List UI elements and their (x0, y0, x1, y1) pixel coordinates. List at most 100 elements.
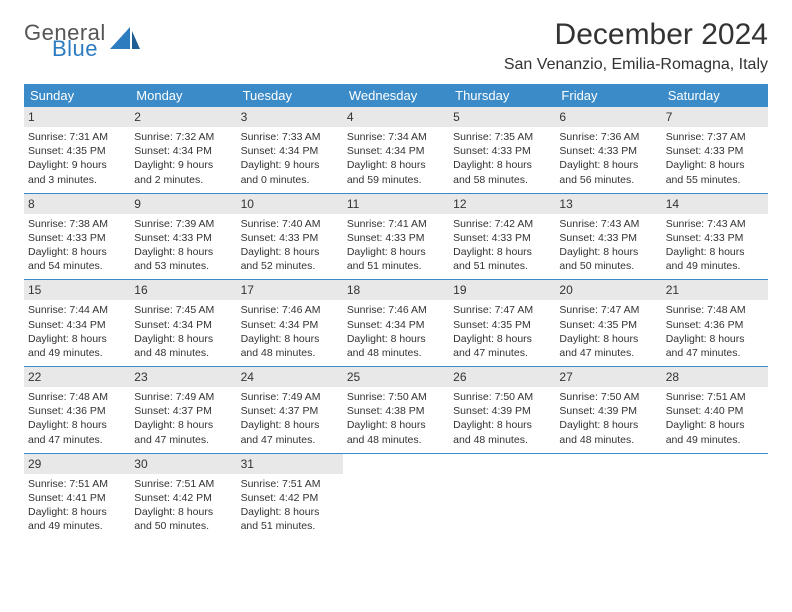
sunset-text: Sunset: 4:34 PM (28, 318, 126, 332)
sunset-text: Sunset: 4:41 PM (28, 491, 126, 505)
sunrise-text: Sunrise: 7:39 AM (134, 217, 232, 231)
sunrise-text: Sunrise: 7:50 AM (453, 390, 551, 404)
day-cell: 19Sunrise: 7:47 AMSunset: 4:35 PMDayligh… (449, 280, 555, 366)
day-cell: 8Sunrise: 7:38 AMSunset: 4:33 PMDaylight… (24, 194, 130, 280)
daylight-text: Daylight: 8 hours (28, 245, 126, 259)
daylight-text: Daylight: 8 hours (559, 245, 657, 259)
sunrise-text: Sunrise: 7:48 AM (666, 303, 764, 317)
sunrise-text: Sunrise: 7:37 AM (666, 130, 764, 144)
daylight-text: and 47 minutes. (453, 346, 551, 360)
sunset-text: Sunset: 4:33 PM (453, 144, 551, 158)
day-number: 19 (449, 280, 555, 300)
day-cell: 9Sunrise: 7:39 AMSunset: 4:33 PMDaylight… (130, 194, 236, 280)
day-number: 5 (449, 107, 555, 127)
sunrise-text: Sunrise: 7:47 AM (453, 303, 551, 317)
daylight-text: and 49 minutes. (28, 346, 126, 360)
sunrise-text: Sunrise: 7:31 AM (28, 130, 126, 144)
day-cell (449, 454, 555, 540)
sunset-text: Sunset: 4:38 PM (347, 404, 445, 418)
day-number: 25 (343, 367, 449, 387)
day-number: 8 (24, 194, 130, 214)
day-cell: 24Sunrise: 7:49 AMSunset: 4:37 PMDayligh… (237, 367, 343, 453)
day-cell: 1Sunrise: 7:31 AMSunset: 4:35 PMDaylight… (24, 107, 130, 193)
day-cell: 28Sunrise: 7:51 AMSunset: 4:40 PMDayligh… (662, 367, 768, 453)
brand-blue: Blue (52, 38, 106, 60)
daylight-text: and 55 minutes. (666, 173, 764, 187)
sunset-text: Sunset: 4:33 PM (559, 231, 657, 245)
daylight-text: Daylight: 8 hours (666, 418, 764, 432)
daylight-text: Daylight: 8 hours (559, 418, 657, 432)
daylight-text: and 48 minutes. (347, 433, 445, 447)
daylight-text: and 48 minutes. (241, 346, 339, 360)
day-cell: 23Sunrise: 7:49 AMSunset: 4:37 PMDayligh… (130, 367, 236, 453)
sunset-text: Sunset: 4:42 PM (134, 491, 232, 505)
day-cell: 25Sunrise: 7:50 AMSunset: 4:38 PMDayligh… (343, 367, 449, 453)
sunrise-text: Sunrise: 7:44 AM (28, 303, 126, 317)
sunrise-text: Sunrise: 7:46 AM (347, 303, 445, 317)
daylight-text: and 48 minutes. (559, 433, 657, 447)
weekday-header: Wednesday (343, 84, 449, 107)
weekday-header: Thursday (449, 84, 555, 107)
sunrise-text: Sunrise: 7:43 AM (559, 217, 657, 231)
day-cell: 14Sunrise: 7:43 AMSunset: 4:33 PMDayligh… (662, 194, 768, 280)
daylight-text: Daylight: 8 hours (666, 245, 764, 259)
day-number: 17 (237, 280, 343, 300)
day-number: 27 (555, 367, 661, 387)
sunset-text: Sunset: 4:37 PM (241, 404, 339, 418)
daylight-text: Daylight: 8 hours (28, 332, 126, 346)
daylight-text: Daylight: 8 hours (347, 245, 445, 259)
sunset-text: Sunset: 4:36 PM (28, 404, 126, 418)
daylight-text: Daylight: 8 hours (241, 505, 339, 519)
daylight-text: Daylight: 8 hours (134, 332, 232, 346)
month-title: December 2024 (504, 18, 768, 52)
daylight-text: and 48 minutes. (453, 433, 551, 447)
daylight-text: and 59 minutes. (347, 173, 445, 187)
daylight-text: and 47 minutes. (241, 433, 339, 447)
sunset-text: Sunset: 4:42 PM (241, 491, 339, 505)
daylight-text: Daylight: 8 hours (241, 418, 339, 432)
day-cell: 6Sunrise: 7:36 AMSunset: 4:33 PMDaylight… (555, 107, 661, 193)
day-cell: 3Sunrise: 7:33 AMSunset: 4:34 PMDaylight… (237, 107, 343, 193)
sunrise-text: Sunrise: 7:50 AM (559, 390, 657, 404)
sunrise-text: Sunrise: 7:36 AM (559, 130, 657, 144)
day-number: 15 (24, 280, 130, 300)
daylight-text: Daylight: 8 hours (559, 332, 657, 346)
sunrise-text: Sunrise: 7:33 AM (241, 130, 339, 144)
daylight-text: Daylight: 8 hours (453, 158, 551, 172)
day-number: 1 (24, 107, 130, 127)
day-cell: 2Sunrise: 7:32 AMSunset: 4:34 PMDaylight… (130, 107, 236, 193)
week-row: 1Sunrise: 7:31 AMSunset: 4:35 PMDaylight… (24, 107, 768, 194)
daylight-text: and 58 minutes. (453, 173, 551, 187)
sunset-text: Sunset: 4:33 PM (559, 144, 657, 158)
sunset-text: Sunset: 4:34 PM (134, 318, 232, 332)
day-cell: 7Sunrise: 7:37 AMSunset: 4:33 PMDaylight… (662, 107, 768, 193)
day-cell: 15 Sunrise: 7:44 AMSunset: 4:34 PMDayligh… (24, 280, 130, 366)
daylight-text: and 48 minutes. (134, 346, 232, 360)
daylight-text: and 56 minutes. (559, 173, 657, 187)
daylight-text: and 50 minutes. (134, 519, 232, 533)
location-label: San Venanzio, Emilia-Romagna, Italy (504, 56, 768, 74)
day-cell: 26Sunrise: 7:50 AMSunset: 4:39 PMDayligh… (449, 367, 555, 453)
sunset-text: Sunset: 4:36 PM (666, 318, 764, 332)
daylight-text: and 49 minutes. (28, 519, 126, 533)
day-cell: 27Sunrise: 7:50 AMSunset: 4:39 PMDayligh… (555, 367, 661, 453)
week-row: 8Sunrise: 7:38 AMSunset: 4:33 PMDaylight… (24, 194, 768, 281)
daylight-text: Daylight: 8 hours (559, 158, 657, 172)
daylight-text: and 3 minutes. (28, 173, 126, 187)
sunrise-text: Sunrise: 7:49 AM (134, 390, 232, 404)
daylight-text: and 47 minutes. (559, 346, 657, 360)
day-cell (555, 454, 661, 540)
day-number: 30 (130, 454, 236, 474)
sunrise-text: Sunrise: 7:32 AM (134, 130, 232, 144)
sunrise-text: Sunrise: 7:51 AM (241, 477, 339, 491)
day-cell (343, 454, 449, 540)
sunset-text: Sunset: 4:33 PM (347, 231, 445, 245)
daylight-text: Daylight: 9 hours (134, 158, 232, 172)
day-number: 3 (237, 107, 343, 127)
daylight-text: and 49 minutes. (666, 433, 764, 447)
day-number: 26 (449, 367, 555, 387)
sunset-text: Sunset: 4:35 PM (559, 318, 657, 332)
sunset-text: Sunset: 4:33 PM (666, 144, 764, 158)
day-number: 14 (662, 194, 768, 214)
daylight-text: Daylight: 9 hours (28, 158, 126, 172)
